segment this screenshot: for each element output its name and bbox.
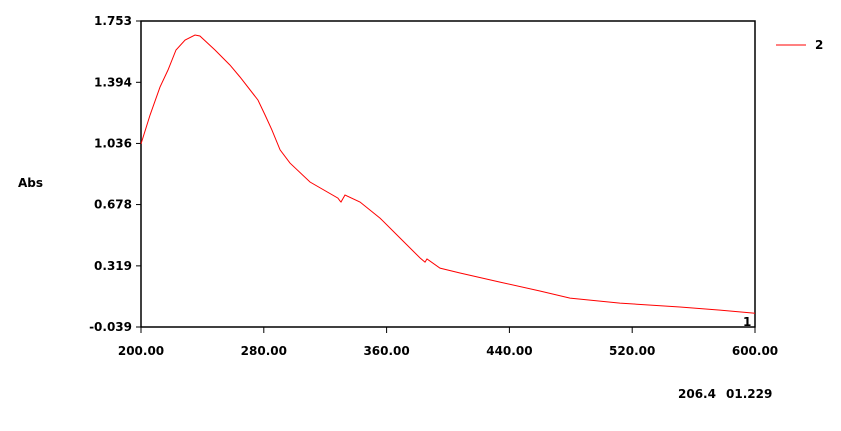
y-axis-label: Abs [18,176,43,190]
plot-frame [140,20,756,328]
y-tick-label: 0.319 [94,259,132,273]
x-tick-label: 600.00 [732,344,778,358]
y-tick-label: -0.039 [89,320,132,334]
x-tick-label: 520.00 [609,344,655,358]
legend: 2 [776,38,823,52]
curve-label: 1 [743,315,751,329]
x-tick-label: 360.00 [363,344,409,358]
y-tick-label: 1.753 [94,14,132,28]
x-tick-label: 440.00 [486,344,532,358]
x-tick-label: 280.00 [241,344,287,358]
legend-label: 2 [815,38,823,52]
tick-labels: 1.753 1.394 1.036 0.678 0.319 -0.039 200.00 280… [89,14,778,358]
y-tick-label: 0.678 [94,198,132,212]
series-line-2 [140,34,756,314]
cursor-y-readout: 01.229 [726,387,772,401]
cursor-x-readout: 206.4 [678,387,716,401]
y-tick-label: 1.036 [94,136,132,150]
y-tick-label: 1.394 [94,75,132,89]
x-tick-label: 200.00 [118,344,164,358]
axes [136,20,756,333]
